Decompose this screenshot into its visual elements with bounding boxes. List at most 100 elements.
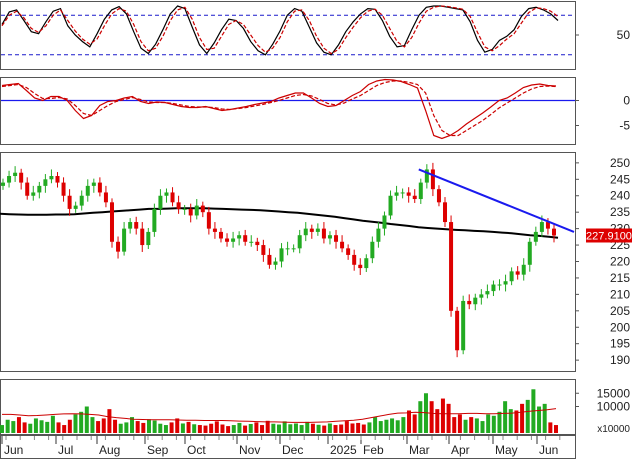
candle-body bbox=[152, 208, 157, 232]
candle-body bbox=[25, 182, 30, 196]
x-tick-label: Apr bbox=[451, 443, 470, 457]
x-tick-label: Oct bbox=[187, 443, 206, 457]
candle-body bbox=[122, 228, 127, 252]
candle-body bbox=[164, 192, 169, 196]
volume-bar bbox=[418, 401, 423, 433]
macd-panel: 0 -5 bbox=[1, 78, 630, 140]
volume-bar bbox=[152, 420, 157, 433]
volume-bar bbox=[197, 425, 202, 433]
candle-body bbox=[334, 235, 339, 242]
candle-body bbox=[170, 192, 175, 203]
candle-body bbox=[297, 235, 302, 249]
volume-bar bbox=[50, 415, 55, 433]
candle-body bbox=[109, 202, 114, 242]
candle-body bbox=[13, 172, 18, 177]
volume-bar bbox=[554, 425, 558, 433]
y-tick-label: 10000 bbox=[597, 400, 631, 414]
x-tick-label: Sep bbox=[147, 443, 169, 457]
volume-bar bbox=[0, 425, 4, 433]
volume-bar bbox=[542, 403, 547, 433]
volume-bar bbox=[124, 422, 129, 433]
candle-body bbox=[552, 228, 556, 236]
volume-bar bbox=[350, 423, 355, 433]
volume-bar bbox=[226, 426, 231, 433]
last-price-marker bbox=[586, 228, 632, 243]
candle-body bbox=[285, 248, 290, 250]
x-tick-label: Aug bbox=[99, 443, 120, 457]
volume-bar bbox=[457, 414, 462, 433]
candle-body bbox=[291, 248, 296, 250]
volume-bar bbox=[446, 403, 451, 433]
candle-body bbox=[218, 231, 223, 239]
volume-bar bbox=[491, 415, 496, 433]
candle-body bbox=[116, 241, 121, 252]
volume-bar bbox=[175, 418, 180, 433]
x-axis: Jun Jul Aug Sep Oct Nov Dec 2025 Feb Mar Apr May Jun bbox=[0, 435, 576, 459]
x-tick-label: Jun bbox=[4, 443, 23, 457]
volume-bar bbox=[56, 422, 61, 433]
candle-body bbox=[249, 241, 254, 243]
candle-body bbox=[309, 228, 314, 232]
x-tick-label: Jul bbox=[58, 443, 73, 457]
candle-body bbox=[212, 228, 217, 232]
volume-bar bbox=[248, 423, 253, 433]
candle-body bbox=[188, 208, 193, 216]
candle-body bbox=[67, 195, 72, 209]
candle-body bbox=[497, 284, 502, 286]
candle-body bbox=[103, 192, 108, 203]
volume-bar bbox=[192, 424, 197, 433]
volume-bar bbox=[158, 423, 163, 433]
y-tick-label: 0 bbox=[623, 94, 630, 108]
candle-body bbox=[91, 182, 96, 186]
candle-body bbox=[176, 202, 181, 209]
candle-body bbox=[376, 228, 381, 242]
candle-body bbox=[231, 238, 236, 242]
candle-body bbox=[303, 228, 308, 236]
volume-bar bbox=[39, 420, 44, 433]
candle-body bbox=[370, 241, 375, 259]
candle-body bbox=[273, 261, 278, 265]
x-tick-label: May bbox=[495, 443, 518, 457]
y-tick-label: 210 bbox=[610, 287, 630, 301]
y-tick-label: 50 bbox=[617, 28, 631, 42]
volume-bar bbox=[469, 417, 474, 433]
volume-bar bbox=[508, 409, 513, 433]
volume-bar bbox=[163, 425, 168, 433]
volume-bar bbox=[390, 418, 395, 433]
candle-body bbox=[255, 241, 260, 246]
y-tick-label: 245 bbox=[610, 172, 630, 186]
volume-bar bbox=[537, 406, 542, 433]
candle-body bbox=[321, 228, 326, 239]
candle-body bbox=[37, 185, 42, 193]
panel-frame bbox=[0, 152, 576, 372]
volume-bar bbox=[107, 409, 112, 433]
candle-body bbox=[539, 222, 544, 232]
candle-body bbox=[424, 169, 429, 183]
volume-bar bbox=[373, 417, 378, 433]
candle-body bbox=[225, 238, 230, 242]
candle-body bbox=[449, 222, 454, 311]
y-tick-label: 200 bbox=[610, 320, 630, 334]
y-tick-label: 195 bbox=[610, 337, 630, 351]
y-tick-label: 250 bbox=[610, 156, 630, 170]
volume-bar bbox=[169, 422, 174, 433]
candle-body bbox=[382, 215, 387, 229]
volume-bar bbox=[265, 420, 270, 433]
y-tick-label: 205 bbox=[610, 304, 630, 318]
resistance-trendline bbox=[418, 168, 575, 233]
candle-body bbox=[243, 235, 248, 242]
candle-body bbox=[43, 179, 48, 186]
panel-frame bbox=[0, 1, 576, 70]
candle-body bbox=[461, 300, 466, 351]
y-tick-label: 240 bbox=[610, 189, 630, 203]
candle-body bbox=[85, 185, 90, 196]
volume-bar bbox=[463, 419, 468, 433]
candle-body bbox=[388, 195, 393, 216]
volume-bar bbox=[220, 424, 225, 433]
volume-bar bbox=[378, 421, 383, 433]
volume-bar bbox=[384, 419, 389, 433]
volume-bar bbox=[11, 421, 16, 433]
candle-body bbox=[473, 297, 478, 305]
volume-bar bbox=[435, 409, 440, 433]
